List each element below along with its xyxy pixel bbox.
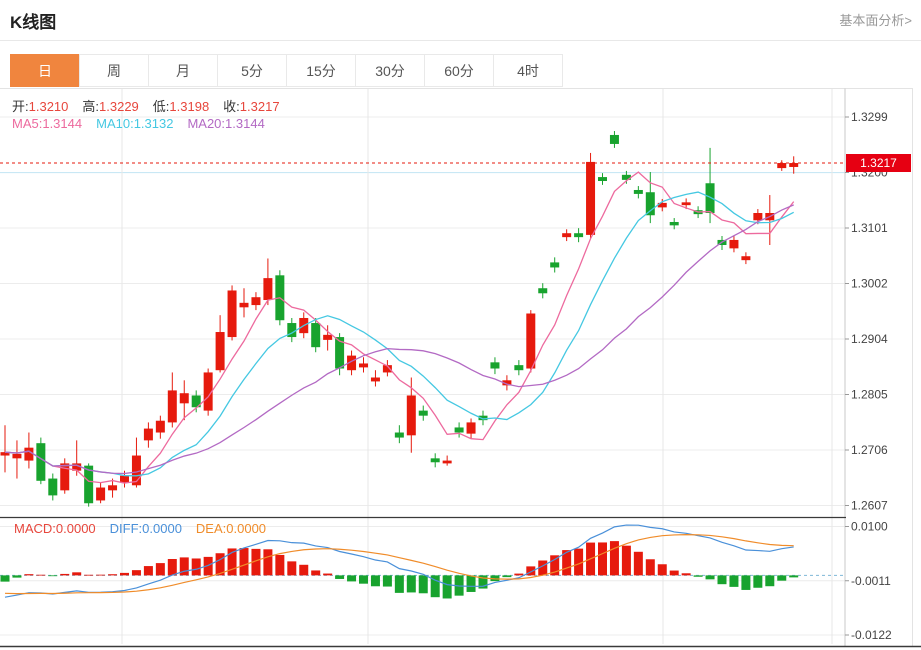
axis-tick-label: 0.0100 xyxy=(851,520,888,534)
axis-tick-label: -0.0122 xyxy=(851,628,892,642)
fundamental-analysis-link[interactable]: 基本面分析> xyxy=(839,13,912,28)
tab-month[interactable]: 月 xyxy=(148,54,218,87)
axis-tick-label: 1.3002 xyxy=(851,277,888,291)
page-header: K线图 基本面分析> xyxy=(0,0,921,41)
tab-4hour[interactable]: 4时 xyxy=(493,54,563,87)
axis-tick-label: 1.2706 xyxy=(851,443,888,457)
tab-15min[interactable]: 15分 xyxy=(286,54,356,87)
tab-5min[interactable]: 5分 xyxy=(217,54,287,87)
legend-item: 高:1.3229 xyxy=(82,99,139,114)
legend-item: 开:1.3210 xyxy=(12,99,69,114)
legend-item: MA20:1.3144 xyxy=(187,116,265,131)
tab-30min[interactable]: 30分 xyxy=(355,54,425,87)
macd-legend: MACD:0.0000 DIFF:0.0000 DEA:0.0000 xyxy=(14,521,280,536)
legend-item: MACD:0.0000 xyxy=(14,521,96,536)
tab-60min[interactable]: 60分 xyxy=(424,54,494,87)
page-title: K线图 xyxy=(10,13,57,32)
legend-item: MA5:1.3144 xyxy=(12,116,83,131)
interval-tabs: 日周月 5分 15分 30分 60分 4时 xyxy=(10,54,563,87)
legend-item: 低:1.3198 xyxy=(152,99,210,114)
legend-item: DIFF:0.0000 xyxy=(109,521,182,536)
ma-legend: MA5:1.3144 MA10:1.3132 MA20:1.3144 xyxy=(12,116,279,131)
axis-tick-label: 1.3101 xyxy=(851,221,888,235)
axis-tick-label: 1.2904 xyxy=(851,332,888,346)
legend-item: 收:1.3217 xyxy=(223,99,280,114)
ohlc-legend: 开:1.3210 高:1.3229 低:1.3198 收:1.3217 xyxy=(12,96,294,115)
tab-week[interactable]: 周 xyxy=(79,54,149,87)
tab-day[interactable]: 日 xyxy=(10,54,80,87)
axis-tick-label: 1.2805 xyxy=(851,388,888,402)
legend-item: DEA:0.0000 xyxy=(195,521,267,536)
current-price-badge: 1.3217 xyxy=(846,154,911,172)
axis-tick-label: 1.2607 xyxy=(851,499,888,513)
axis-tick-label: -0.0011 xyxy=(851,574,891,588)
axis-tick-label: 1.3299 xyxy=(851,110,888,124)
legend-item: MA10:1.3132 xyxy=(96,116,174,131)
